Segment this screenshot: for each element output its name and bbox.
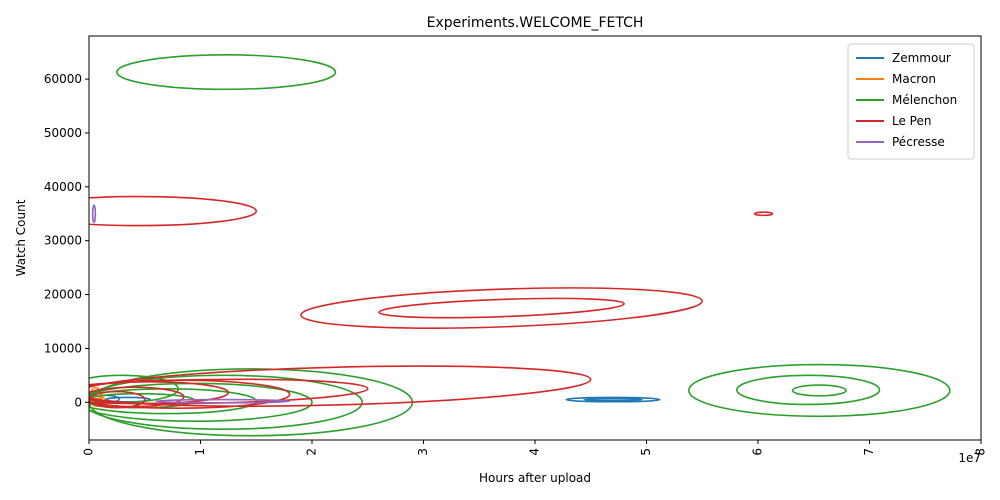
contour-line xyxy=(116,54,337,91)
contour-line xyxy=(791,384,847,397)
x-tick-label: 0 xyxy=(82,448,96,456)
x-tick-label: 3 xyxy=(416,448,430,456)
x-exponent-label: 1e7 xyxy=(958,451,981,465)
x-axis-label: Hours after upload xyxy=(479,471,591,485)
contour-line xyxy=(91,204,97,224)
contour-line xyxy=(155,398,291,404)
chart-title: Experiments.WELCOME_FETCH xyxy=(427,15,644,31)
x-axis: 0 1 2 3 4 5 6 7 8 xyxy=(82,440,988,456)
legend-label: Macron xyxy=(892,72,936,86)
x-tick-label: 7 xyxy=(862,448,876,456)
contour-line xyxy=(89,365,592,407)
legend-label: Mélenchon xyxy=(892,93,957,107)
contour-line xyxy=(300,287,703,329)
y-axis: 0 10000 20000 30000 40000 50000 60000 xyxy=(44,72,89,409)
x-tick-label: 5 xyxy=(639,448,653,456)
y-tick-label: 10000 xyxy=(44,341,82,355)
y-tick-label: 60000 xyxy=(44,72,82,86)
legend-box xyxy=(847,43,975,160)
contour-line xyxy=(688,363,951,418)
y-tick-label: 30000 xyxy=(44,234,82,248)
y-tick-label: 40000 xyxy=(44,180,82,194)
legend-label: Le Pen xyxy=(892,114,931,128)
contour-line xyxy=(583,397,643,402)
series-4-contours xyxy=(91,204,291,404)
contour-line xyxy=(378,297,625,319)
y-tick-label: 50000 xyxy=(44,126,82,140)
legend-label: Pécresse xyxy=(892,135,945,149)
contour-line xyxy=(89,381,230,405)
y-tick-label: 0 xyxy=(74,395,82,409)
x-tick-label: 1 xyxy=(193,448,207,456)
series-3-contours xyxy=(89,195,774,410)
contour-line xyxy=(736,374,881,406)
contour-line xyxy=(89,390,146,409)
y-tick-label: 20000 xyxy=(44,288,82,302)
y-axis-label: Watch Count xyxy=(14,199,28,276)
x-tick-label: 2 xyxy=(305,448,319,456)
contour-layer xyxy=(89,54,951,437)
series-2-contours xyxy=(89,54,951,437)
contour-line xyxy=(89,379,291,410)
legend-label: Zemmour xyxy=(892,51,951,65)
legend: Zemmour Macron Mélenchon Le Pen Pécresse xyxy=(847,43,975,160)
contour-line xyxy=(753,211,774,217)
contour-line xyxy=(89,374,363,431)
x-tick-label: 8 xyxy=(974,448,988,456)
x-tick-label: 4 xyxy=(528,448,542,456)
contour-line xyxy=(89,195,258,227)
contour-line xyxy=(565,396,661,403)
x-tick-label: 6 xyxy=(751,448,765,456)
